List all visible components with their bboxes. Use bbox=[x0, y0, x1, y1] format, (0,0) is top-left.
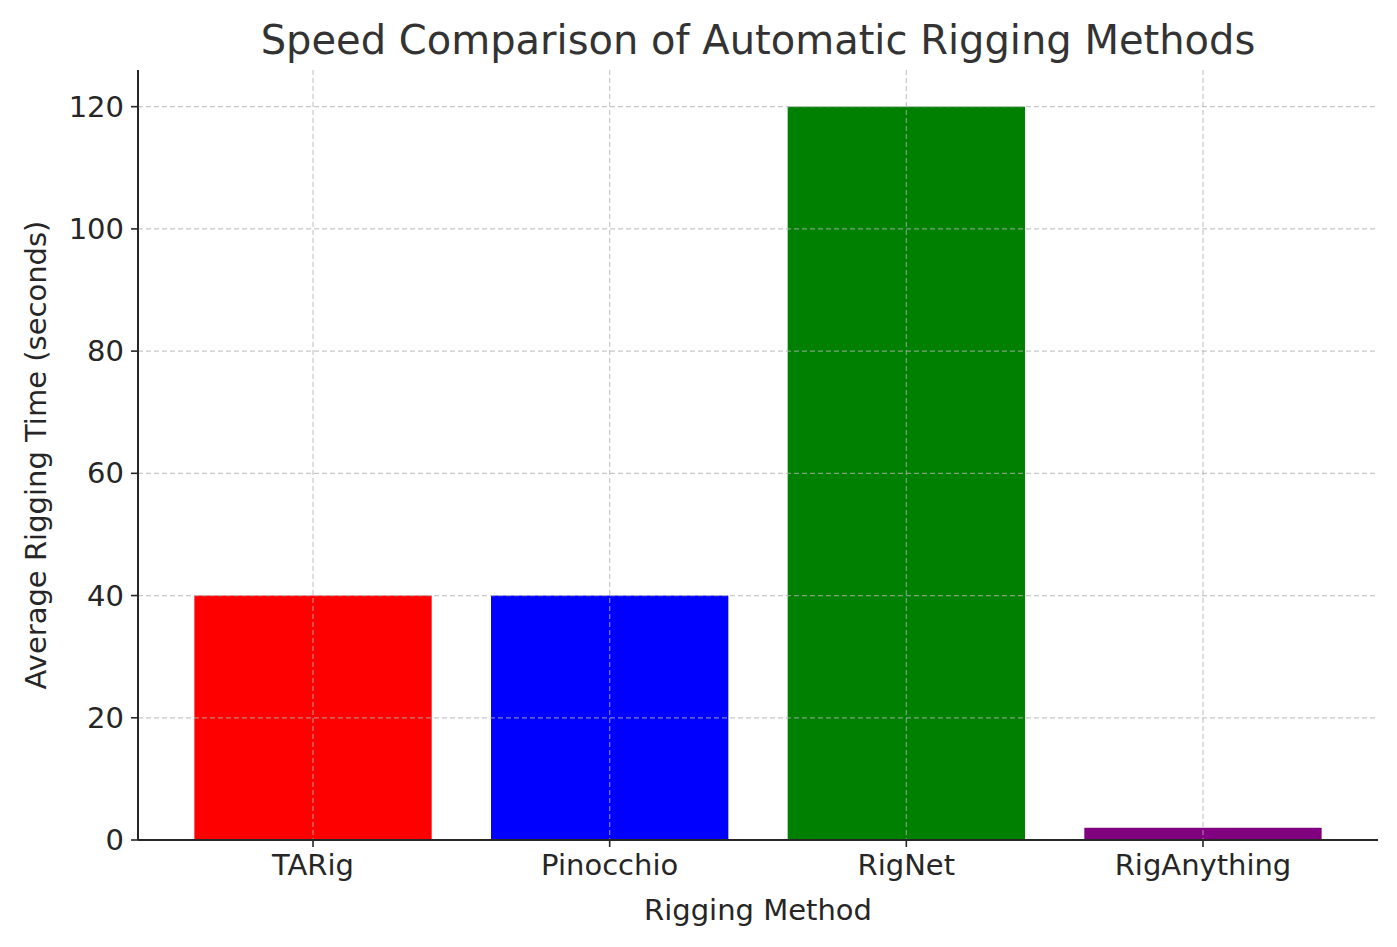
chart-svg: 0 20 40 60 80 100 120 TARig Pinocchio RigNet RigAn… bbox=[0, 0, 1397, 947]
y-tick-label: 0 bbox=[106, 823, 124, 857]
y-tick-label: 80 bbox=[87, 334, 124, 368]
x-tick-label: RigNet bbox=[858, 848, 956, 882]
x-grid-line bbox=[312, 70, 313, 840]
grid bbox=[138, 70, 1378, 840]
y-axis-line bbox=[137, 70, 139, 840]
x-tick bbox=[312, 840, 314, 847]
y-tick bbox=[131, 595, 138, 597]
y-tick-label: 20 bbox=[87, 701, 124, 735]
y-tick-label: 100 bbox=[69, 212, 124, 246]
x-tick bbox=[906, 840, 908, 847]
y-tick-label: 120 bbox=[69, 90, 124, 124]
y-grid-line bbox=[138, 595, 1378, 596]
y-grid-line bbox=[138, 106, 1378, 107]
x-tick-label: Pinocchio bbox=[541, 848, 678, 882]
y-grid-line bbox=[138, 228, 1378, 229]
x-tick-label: RigAnything bbox=[1115, 848, 1292, 882]
y-grid-line bbox=[138, 717, 1378, 718]
y-tick bbox=[131, 473, 138, 475]
axes: 0 20 40 60 80 100 120 TARig Pinocchio RigNet RigAn… bbox=[69, 70, 1378, 882]
y-tick bbox=[131, 228, 138, 230]
x-tick bbox=[1202, 840, 1204, 847]
x-grid-line bbox=[1202, 70, 1203, 840]
y-tick bbox=[131, 839, 138, 841]
chart-title: Speed Comparison of Automatic Rigging Me… bbox=[261, 17, 1256, 63]
y-axis-label: Average Rigging Time (seconds) bbox=[19, 221, 53, 690]
y-tick-label: 40 bbox=[87, 579, 124, 613]
x-grid-line bbox=[906, 70, 907, 840]
y-grid-line bbox=[138, 839, 1378, 840]
y-tick bbox=[131, 717, 138, 719]
x-grid-line bbox=[609, 70, 610, 840]
y-grid-line bbox=[138, 351, 1378, 352]
y-grid-line bbox=[138, 473, 1378, 474]
x-tick-label: TARig bbox=[271, 848, 354, 882]
x-axis-label: Rigging Method bbox=[644, 893, 872, 927]
y-tick-label: 60 bbox=[87, 456, 124, 490]
y-tick bbox=[131, 106, 138, 108]
x-tick bbox=[609, 840, 611, 847]
background bbox=[0, 0, 1397, 947]
chart-container: 0 20 40 60 80 100 120 TARig Pinocchio RigNet RigAn… bbox=[0, 0, 1397, 947]
x-axis-line bbox=[138, 839, 1378, 841]
y-tick bbox=[131, 350, 138, 352]
